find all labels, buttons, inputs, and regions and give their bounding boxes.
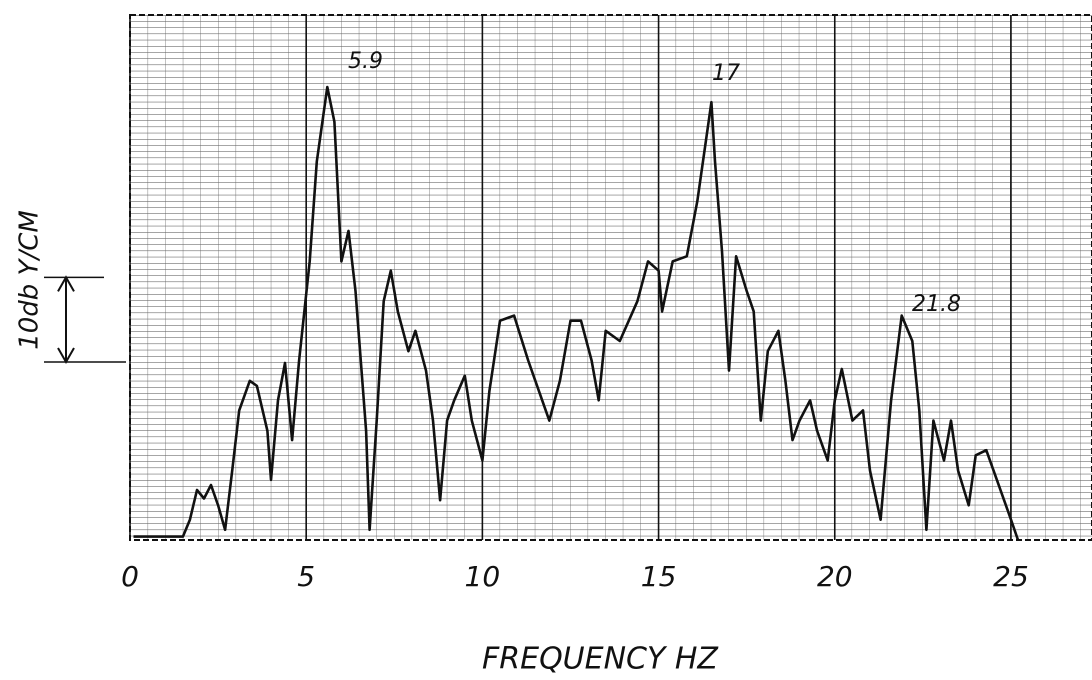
annotation: 17 bbox=[712, 61, 740, 86]
arrow-head bbox=[57, 347, 75, 365]
spectrum-line bbox=[133, 85, 1020, 541]
x-tick-label: 5 bbox=[297, 560, 315, 593]
x-tick-label: 20 bbox=[817, 560, 853, 593]
arrow-head bbox=[57, 275, 75, 292]
x-tick-label: 25 bbox=[993, 560, 1029, 593]
annotation: 21.8 bbox=[912, 292, 961, 317]
x-tick-label: 0 bbox=[121, 560, 139, 593]
x-tick-label: 15 bbox=[641, 560, 677, 593]
annotation: 5.9 bbox=[348, 49, 383, 74]
x-tick-label: 10 bbox=[465, 560, 501, 593]
grid bbox=[130, 15, 1092, 540]
scale-label: 10db Y/CM bbox=[15, 210, 45, 350]
x-axis-label: FREQUENCY HZ bbox=[482, 642, 719, 677]
